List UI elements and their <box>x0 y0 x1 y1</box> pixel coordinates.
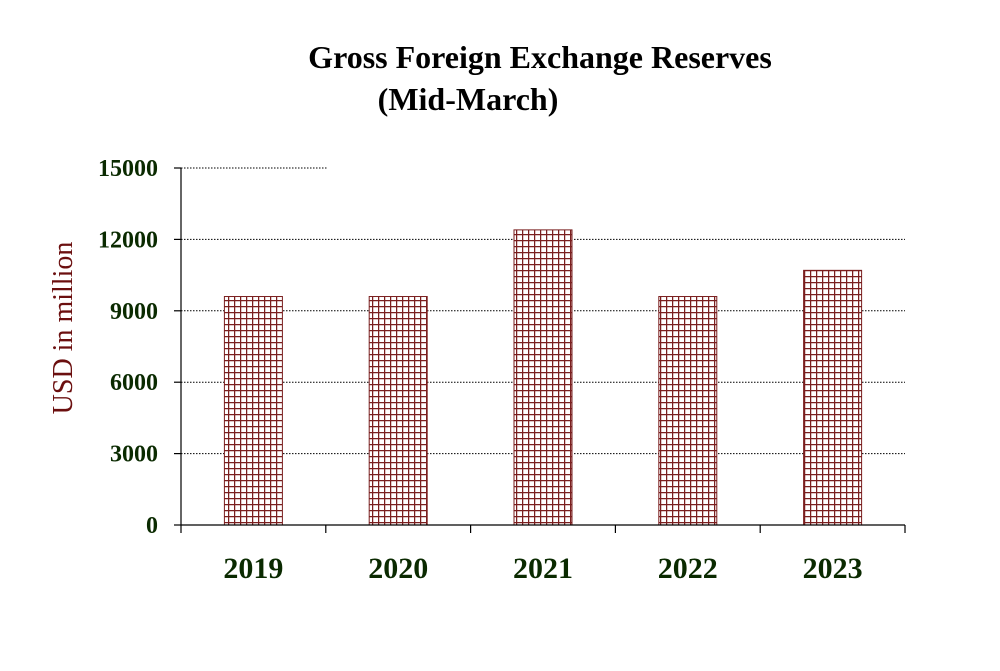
x-tick-label-2021: 2021 <box>513 552 573 585</box>
y-tick-label-0: 0 <box>146 513 158 539</box>
bar-2022 <box>658 296 718 526</box>
y-tick-labels: 0 3000 6000 9000 12000 15000 <box>98 156 158 539</box>
x-tick-labels: 2019 2020 2021 2022 2023 <box>223 552 862 585</box>
bars <box>223 229 863 526</box>
bar-2023 <box>803 269 863 526</box>
x-tick-label-2020: 2020 <box>368 552 428 585</box>
y-tick-label-12000: 12000 <box>98 227 158 253</box>
axes <box>174 167 906 533</box>
y-tick-label-3000: 3000 <box>110 442 158 468</box>
y-axis-label: USD in million <box>48 242 79 415</box>
y-tick-label-15000: 15000 <box>98 156 158 182</box>
bar-2021 <box>513 229 573 526</box>
gridlines <box>181 167 905 455</box>
x-tick-label-2023: 2023 <box>803 552 863 585</box>
x-tick-label-2019: 2019 <box>223 552 283 585</box>
y-tick-label-6000: 6000 <box>110 370 158 396</box>
y-tick-label-9000: 9000 <box>110 299 158 325</box>
bar-2020 <box>368 296 428 526</box>
bar-2019 <box>223 296 283 526</box>
chart-title: Gross Foreign Exchange Reserves <box>308 39 772 75</box>
chart-subtitle: (Mid-March) <box>378 81 559 117</box>
x-tick-label-2022: 2022 <box>658 552 718 585</box>
